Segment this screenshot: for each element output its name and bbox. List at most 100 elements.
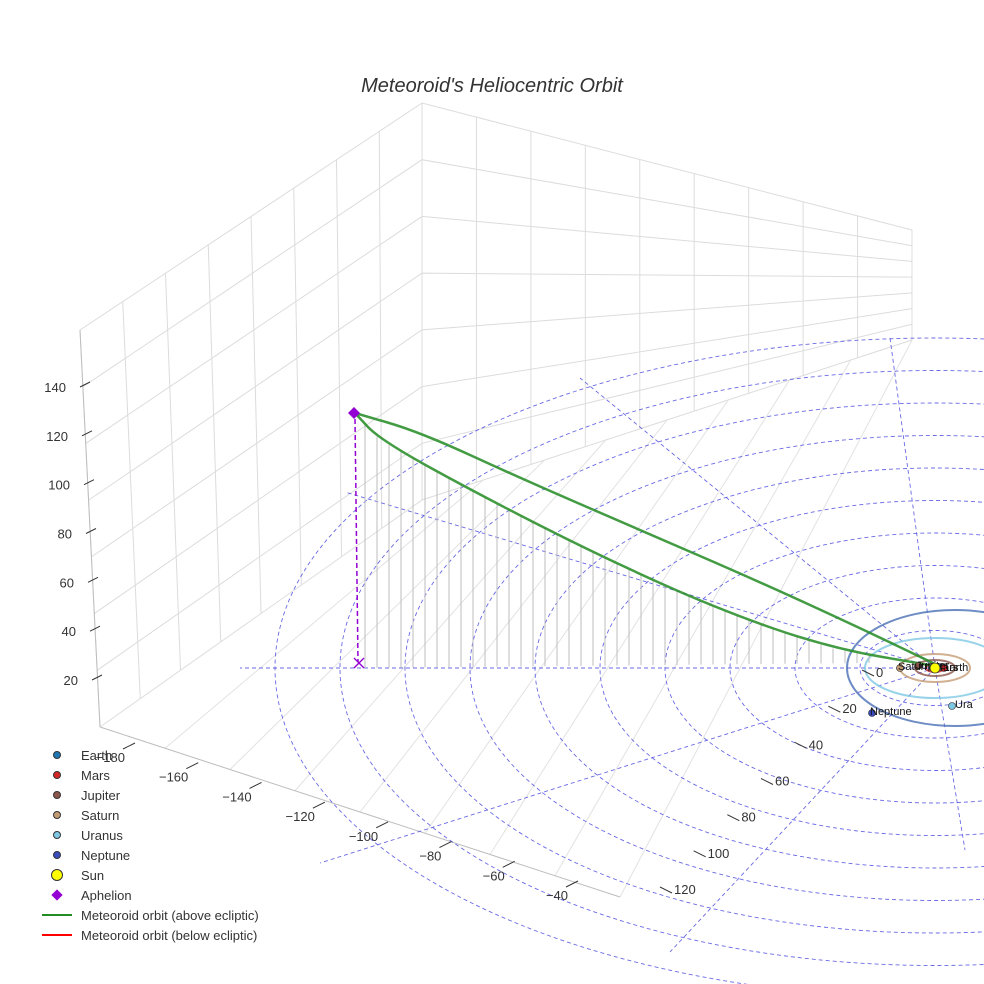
planet-mars bbox=[940, 664, 948, 672]
legend-marker bbox=[42, 934, 72, 936]
markers: EarthMarsJupiterSaturnUraNeptune bbox=[348, 407, 974, 718]
z-tick-label: 80 bbox=[58, 527, 72, 542]
ecliptic-ring bbox=[729, 565, 984, 771]
x-tick bbox=[122, 742, 136, 750]
z-tick bbox=[85, 528, 97, 534]
legend-item[interactable]: Jupiter bbox=[40, 785, 259, 805]
grid-line bbox=[99, 499, 423, 728]
legend-label: Earth bbox=[81, 747, 113, 763]
x-tick-label: −120 bbox=[286, 809, 315, 824]
legend: Earth Mars Jupiter Saturn Uranus Neptune Sun Ap… bbox=[40, 745, 259, 945]
grid-line bbox=[359, 419, 668, 813]
grid-line bbox=[250, 216, 262, 614]
grid-line bbox=[165, 273, 181, 671]
y-tick bbox=[760, 778, 774, 785]
z-tick-label: 20 bbox=[64, 673, 78, 688]
planet-neptune bbox=[868, 709, 876, 717]
z-tick bbox=[83, 479, 95, 486]
grid-line bbox=[619, 339, 913, 898]
chart-title: Meteoroid's Heliocentric Orbit bbox=[361, 75, 623, 97]
orbit-path-lower bbox=[354, 412, 936, 668]
legend-label: Meteoroid orbit (below ecliptic) bbox=[81, 927, 258, 943]
ecliptic-ray bbox=[579, 377, 936, 669]
projection-lines bbox=[364, 423, 870, 668]
planet-orbit bbox=[846, 609, 984, 727]
grid-line bbox=[293, 188, 302, 586]
legend-marker bbox=[53, 851, 61, 859]
x-tick bbox=[375, 821, 389, 829]
y-tick bbox=[693, 850, 706, 858]
x-tick bbox=[249, 781, 262, 789]
legend-item[interactable]: Saturn bbox=[40, 805, 259, 825]
planet-label: Neptune bbox=[870, 706, 912, 718]
legend-item[interactable]: Mars bbox=[40, 765, 259, 785]
planet-label: Mars bbox=[934, 662, 959, 674]
legend-item[interactable]: Meteoroid orbit (below ecliptic) bbox=[40, 925, 259, 945]
legend-marker bbox=[51, 869, 63, 881]
grid-line bbox=[96, 323, 913, 671]
x-tick-label: −60 bbox=[483, 868, 505, 883]
legend-label: Saturn bbox=[81, 807, 120, 823]
legend-symbol bbox=[40, 825, 74, 845]
legend-label: Meteoroid orbit (above ecliptic) bbox=[81, 907, 259, 923]
aphelion-marker bbox=[348, 407, 360, 419]
legend-marker bbox=[53, 831, 61, 839]
grid-line bbox=[85, 215, 913, 444]
legend-symbol bbox=[40, 925, 74, 945]
y-tick bbox=[861, 669, 875, 677]
grid-line bbox=[336, 159, 342, 557]
y-tick-label: 120 bbox=[674, 882, 696, 897]
legend-item[interactable]: Aphelion bbox=[40, 885, 259, 905]
z-tick-label: 60 bbox=[60, 575, 74, 590]
y-tick-label: 60 bbox=[775, 774, 789, 789]
orbit-path-upper bbox=[354, 411, 936, 666]
x-tick-label: −180 bbox=[96, 750, 125, 765]
legend-symbol bbox=[40, 865, 74, 885]
axis-line bbox=[99, 726, 621, 898]
planet-label: Saturn bbox=[898, 661, 930, 673]
grid-line bbox=[99, 339, 913, 728]
meteoroid-orbit bbox=[354, 411, 936, 668]
sun-marker bbox=[929, 662, 941, 674]
y-tick-label: 20 bbox=[842, 701, 856, 716]
grid-line bbox=[82, 159, 913, 388]
legend-marker bbox=[53, 751, 61, 759]
axis-line bbox=[79, 329, 101, 728]
z-tick-label: 100 bbox=[48, 478, 70, 493]
z-tick bbox=[89, 625, 101, 632]
grid-line bbox=[424, 399, 729, 834]
grid-line bbox=[94, 308, 913, 614]
legend-item[interactable]: Uranus bbox=[40, 825, 259, 845]
grid-panes bbox=[79, 102, 913, 898]
legend-item[interactable]: Neptune bbox=[40, 845, 259, 865]
grid-line bbox=[378, 131, 383, 529]
legend-label: Jupiter bbox=[81, 787, 121, 803]
legend-symbol bbox=[40, 765, 74, 785]
x-tick-label: −160 bbox=[159, 770, 188, 785]
planet-uranus bbox=[948, 702, 956, 710]
x-tick-label: −100 bbox=[349, 829, 378, 844]
x-tick bbox=[502, 860, 515, 868]
aphelion-projection-x bbox=[353, 657, 365, 669]
grid-line bbox=[164, 479, 484, 749]
legend-item[interactable]: Meteoroid orbit (above ecliptic) bbox=[40, 905, 259, 925]
x-tick-label: −140 bbox=[222, 789, 251, 804]
z-tick bbox=[79, 381, 91, 388]
legend-marker bbox=[51, 889, 63, 901]
z-tick-label: 140 bbox=[44, 380, 66, 395]
z-tick bbox=[91, 674, 103, 681]
legend-marker bbox=[53, 771, 61, 779]
x-tick bbox=[565, 880, 579, 888]
legend-item[interactable]: Sun bbox=[40, 865, 259, 885]
z-tick-label: 40 bbox=[62, 624, 76, 639]
axis-ticks: 20 40 60 80 100 120 140 −180 −160 −140 −120 −100 −80… bbox=[44, 380, 883, 903]
legend-label: Aphelion bbox=[81, 887, 132, 903]
ecliptic-ring bbox=[469, 435, 984, 901]
legend-symbol bbox=[40, 745, 74, 765]
planet-orbit bbox=[864, 637, 984, 699]
grid-line bbox=[88, 272, 913, 501]
legend-symbol bbox=[40, 905, 74, 925]
grid-line bbox=[489, 379, 790, 855]
legend-item[interactable]: Earth bbox=[40, 745, 259, 765]
